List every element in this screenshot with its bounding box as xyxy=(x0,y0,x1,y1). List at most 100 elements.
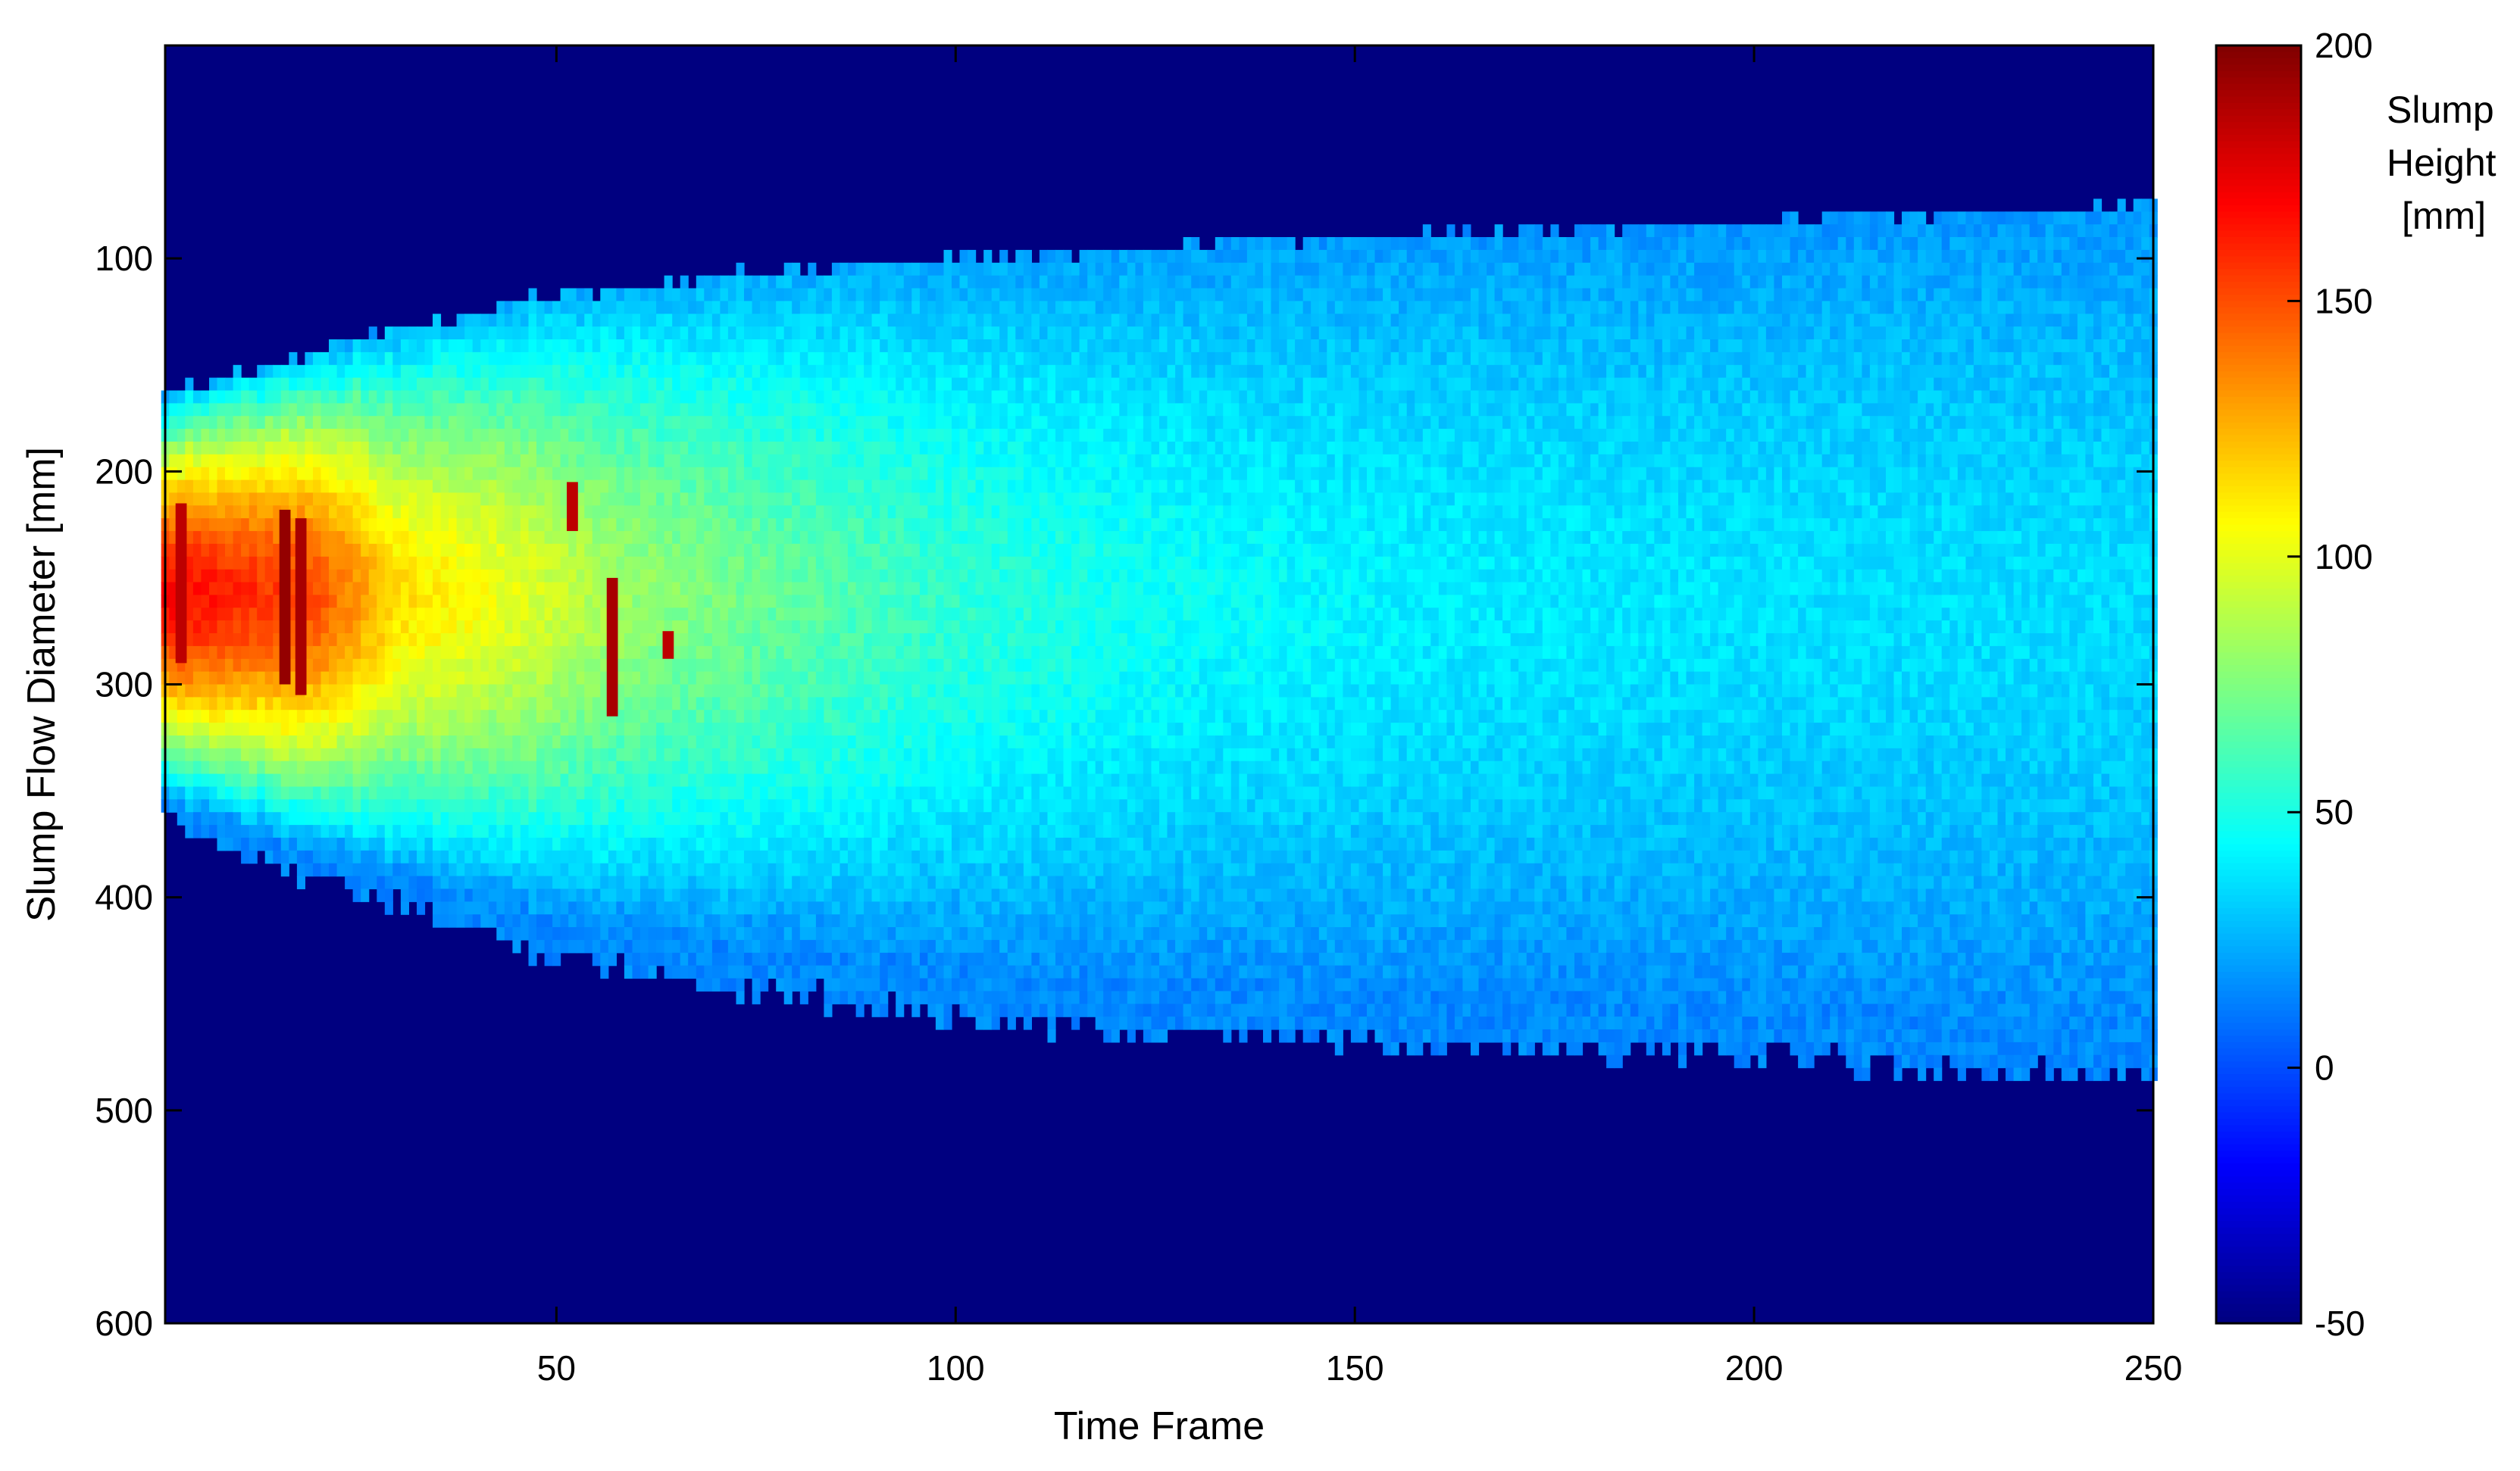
heatmap-cell xyxy=(496,697,505,711)
heatmap-cell xyxy=(480,531,489,545)
heatmap-cell xyxy=(273,799,282,813)
heatmap-cell xyxy=(696,492,705,506)
heatmap-cell xyxy=(313,416,322,429)
heatmap-cell xyxy=(696,876,705,889)
heatmap-cell xyxy=(336,442,345,455)
heatmap-cell xyxy=(959,582,968,595)
heatmap-cell xyxy=(280,825,289,839)
heatmap-cell xyxy=(305,812,314,826)
heatmap-cell xyxy=(504,723,513,736)
heatmap-cell xyxy=(632,556,641,570)
heatmap-cell xyxy=(408,505,417,519)
heatmap-cell xyxy=(289,543,298,557)
heatmap-cell xyxy=(345,876,354,889)
heatmap-cell xyxy=(760,275,769,289)
heatmap-cell xyxy=(760,467,769,481)
heatmap-cell xyxy=(488,876,497,889)
heatmap-cell xyxy=(792,901,801,915)
heatmap-cell xyxy=(903,901,912,915)
heatmap-cell xyxy=(472,697,481,711)
heatmap-cell xyxy=(472,889,481,902)
heatmap-cell xyxy=(776,582,785,595)
heatmap-cell xyxy=(911,991,921,1004)
heatmap-cell xyxy=(864,442,873,455)
heatmap-cell xyxy=(536,416,546,429)
heatmap-cell xyxy=(680,339,689,353)
heatmap-cell xyxy=(273,736,282,749)
heatmap-cell xyxy=(871,288,880,301)
heatmap-cell xyxy=(744,351,753,366)
heatmap-cell xyxy=(624,876,633,889)
heatmap-cell xyxy=(839,901,849,915)
heatmap-cell xyxy=(512,556,521,570)
heatmap-cell xyxy=(952,723,961,736)
heatmap-cell xyxy=(329,863,338,877)
heatmap-cell xyxy=(783,901,793,915)
heatmap-cell xyxy=(711,505,721,519)
heatmap-cell xyxy=(536,518,546,532)
heatmap-cell xyxy=(704,671,713,686)
heatmap-cell xyxy=(584,467,593,481)
heatmap-cell xyxy=(345,697,354,711)
heatmap-cell xyxy=(680,479,689,494)
heatmap-cell xyxy=(305,633,314,647)
heatmap-cell xyxy=(855,403,864,417)
heatmap-cell xyxy=(648,518,657,532)
heatmap-cell xyxy=(744,492,753,506)
heatmap-cell xyxy=(361,620,370,634)
heatmap-cell xyxy=(249,377,258,392)
heatmap-cell xyxy=(672,531,681,545)
heatmap-cell xyxy=(711,965,721,979)
heatmap-cell xyxy=(824,479,833,494)
heatmap-cell xyxy=(887,799,896,813)
heatmap-cell xyxy=(824,454,833,468)
heatmap-cell xyxy=(783,927,793,941)
heatmap-cell xyxy=(536,442,546,455)
heatmap-cell xyxy=(887,301,896,314)
heatmap-cell xyxy=(896,1004,905,1017)
heatmap-cell xyxy=(880,556,889,570)
heatmap-cell xyxy=(855,863,864,877)
heatmap-cell xyxy=(656,645,665,660)
heatmap-cell xyxy=(400,645,409,660)
heatmap-cell xyxy=(792,351,801,366)
heatmap-cell xyxy=(568,301,577,314)
heatmap-cell xyxy=(568,543,577,557)
heatmap-cell xyxy=(935,978,944,992)
heatmap-cell xyxy=(896,288,905,301)
heatmap-cell xyxy=(536,799,546,813)
heatmap-cell xyxy=(736,582,745,595)
heatmap-cell xyxy=(217,773,226,788)
heatmap-cell xyxy=(352,825,361,839)
heatmap-cell xyxy=(808,442,817,455)
heatmap-cell xyxy=(672,645,681,660)
heatmap-cell xyxy=(320,799,330,813)
heatmap-cell xyxy=(440,595,449,608)
heatmap-cell xyxy=(456,595,465,608)
heatmap-cell xyxy=(449,773,458,788)
heatmap-cell xyxy=(896,723,905,736)
heatmap-cell xyxy=(169,697,178,711)
heatmap-cell xyxy=(185,723,194,736)
heatmap-cell xyxy=(249,569,258,583)
heatmap-cell xyxy=(560,390,569,404)
heatmap-cell xyxy=(392,876,402,889)
heatmap-cell xyxy=(927,773,936,788)
heatmap-cell xyxy=(808,799,817,813)
heatmap-cell xyxy=(560,429,569,442)
heatmap-cell xyxy=(217,377,226,392)
heatmap-cell xyxy=(656,416,665,429)
heatmap-cell xyxy=(680,620,689,634)
heatmap-cell xyxy=(727,543,736,557)
heatmap-cell xyxy=(217,595,226,608)
heatmap-cell xyxy=(361,837,370,851)
heatmap-cell xyxy=(201,645,210,660)
heatmap-cell xyxy=(608,939,617,954)
heatmap-cell xyxy=(377,351,386,366)
heatmap-cell xyxy=(408,697,417,711)
heatmap-cell xyxy=(536,454,546,468)
heatmap-cell xyxy=(616,569,625,583)
heatmap-cell xyxy=(361,684,370,698)
heatmap-cell xyxy=(632,301,641,314)
heatmap-cell xyxy=(440,556,449,570)
